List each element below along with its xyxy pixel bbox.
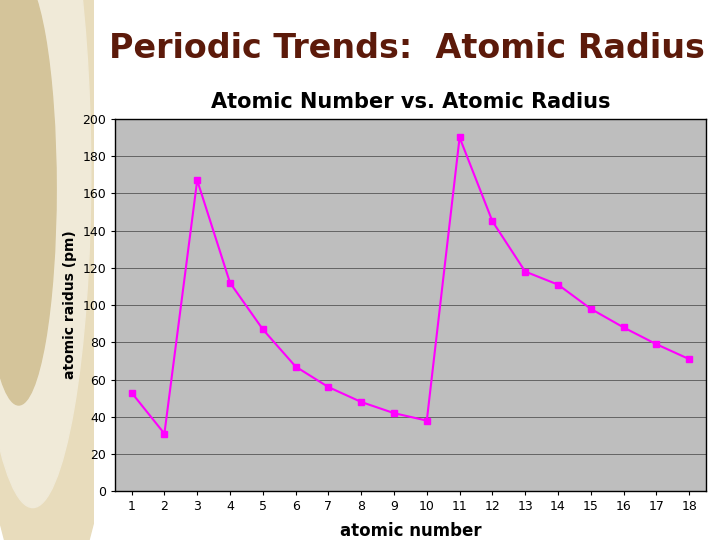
Y-axis label: atomic raidus (pm): atomic raidus (pm) — [63, 231, 77, 380]
X-axis label: atomic number: atomic number — [340, 522, 481, 540]
Circle shape — [0, 0, 127, 540]
Text: Periodic Trends:  Atomic Radius: Periodic Trends: Atomic Radius — [109, 32, 705, 65]
Circle shape — [0, 0, 91, 508]
Circle shape — [0, 0, 56, 405]
Title: Atomic Number vs. Atomic Radius: Atomic Number vs. Atomic Radius — [211, 92, 610, 112]
